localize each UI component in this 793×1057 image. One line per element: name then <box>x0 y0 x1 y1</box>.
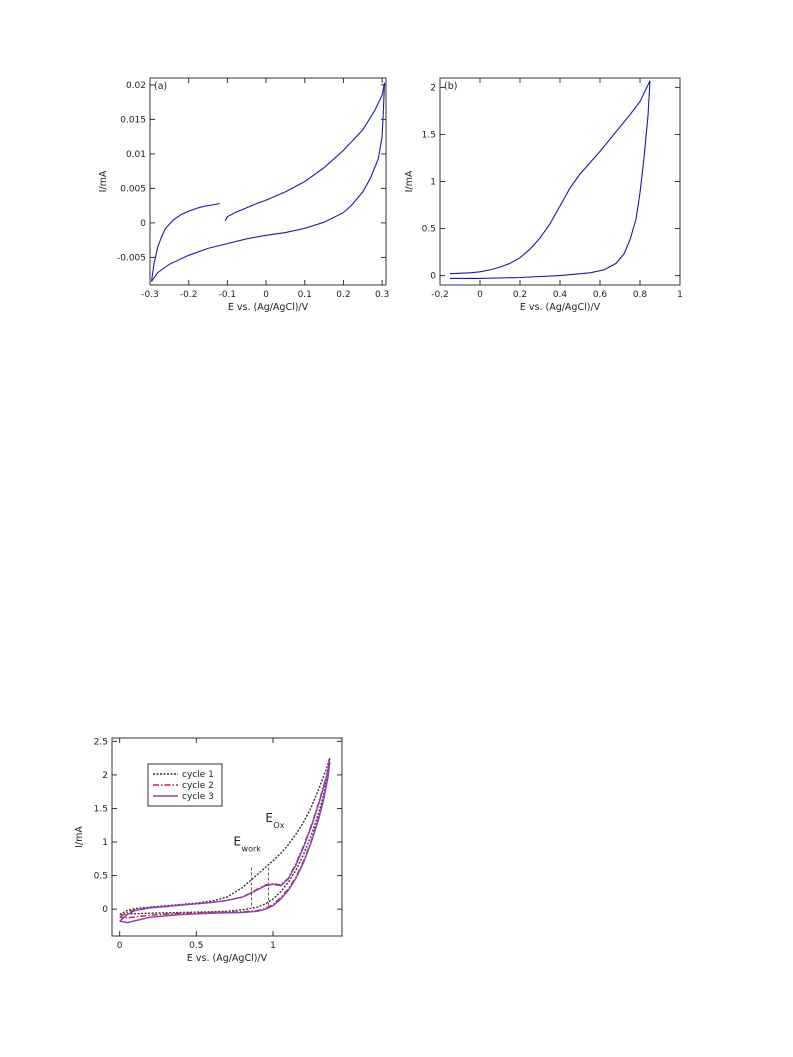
x-tick-label: 0.3 <box>375 290 389 300</box>
x-tick-label: -0.2 <box>431 290 449 300</box>
x-axis-label: E vs. (Ag/AgCl)/V <box>187 953 268 964</box>
x-tick-label: -0.2 <box>180 290 198 300</box>
y-tick-label: 1.5 <box>422 130 436 140</box>
y-tick-label: 2 <box>102 771 108 781</box>
y-tick-label: 0.5 <box>94 872 108 882</box>
x-tick-label: -0.1 <box>219 290 237 300</box>
y-tick-label: 0.015 <box>120 115 146 125</box>
y-tick-label: -0.005 <box>117 253 146 263</box>
x-tick-label: 0 <box>263 290 269 300</box>
y-axis-label: I/mA <box>74 826 85 848</box>
series-line-1-seg-1 <box>449 80 651 275</box>
annotation-sub: Ox <box>273 821 284 830</box>
chart-c: 0 0.5 1 0 0.5 1 1.5 2 2.5 E vs. (Ag/AgCl)/V I/mA cy… <box>74 737 343 964</box>
y-tick-label: 0 <box>102 905 108 915</box>
series-line-cycle-1-seg-1 <box>119 757 331 916</box>
y-tick-label: 1 <box>102 838 108 848</box>
plot-frame <box>111 737 343 937</box>
y-tick-label: 1.5 <box>94 804 108 814</box>
series-line-1-seg-3 <box>151 82 386 282</box>
chart-a: -0.3 -0.2 -0.1 0 0.1 0.2 0.3 -0.005 0 0.005 0.01 0.… <box>98 77 389 313</box>
x-tick-label: 0.2 <box>513 290 527 300</box>
legend-label: cycle 1 <box>182 770 214 780</box>
x-tick-label: 1 <box>677 290 683 300</box>
series-line-cycle-3-seg-1 <box>119 762 331 924</box>
y-tick-label: 0.005 <box>120 184 146 194</box>
panel-label: (a) <box>154 81 167 92</box>
x-tick-label: 1 <box>270 941 276 951</box>
panel-label: (b) <box>444 81 457 92</box>
y-tick-label: 2 <box>430 83 436 93</box>
annotation-main: E <box>234 834 242 848</box>
y-tick-label: 0.5 <box>422 225 436 235</box>
x-tick-label: 0 <box>117 941 123 951</box>
x-tick-label: 0.5 <box>189 941 203 951</box>
annotation-sub: work <box>242 844 262 853</box>
x-tick-label: 0.2 <box>336 290 350 300</box>
x-axis-label: E vs. (Ag/AgCl)/V <box>520 302 601 313</box>
plot-frame <box>439 77 681 286</box>
y-tick-label: 0 <box>430 272 436 282</box>
x-tick-label: 0 <box>477 290 483 300</box>
y-tick-label: 2.5 <box>94 737 108 747</box>
x-tick-label: -0.3 <box>141 290 159 300</box>
legend-label: cycle 2 <box>182 781 214 791</box>
legend-box <box>147 763 223 807</box>
plot-frame <box>149 77 387 286</box>
x-tick-label: 0.4 <box>553 290 568 300</box>
y-tick-label: 1 <box>430 178 436 188</box>
x-tick-label: 0.1 <box>298 290 312 300</box>
series-line-1-seg-2 <box>450 80 651 279</box>
x-tick-label: 0.6 <box>593 290 608 300</box>
x-tick-label: 0.8 <box>633 290 648 300</box>
chart-b: -0.2 0 0.2 0.4 0.6 0.8 1 0 0.5 1 1.5 2 E vs. (Ag/AgC… <box>404 77 683 313</box>
x-axis-label: E vs. (Ag/AgCl)/V <box>228 302 309 313</box>
series-line-1-seg-1 <box>150 203 220 282</box>
y-tick-label: 0.02 <box>126 81 146 91</box>
y-axis-label: I/mA <box>98 170 109 192</box>
y-tick-label: 0.01 <box>126 150 146 160</box>
y-tick-label: 0 <box>140 219 146 229</box>
annotation-main: E <box>265 811 273 825</box>
series-line-1-seg-2 <box>224 82 386 222</box>
y-axis-label: I/mA <box>404 170 415 192</box>
legend-label: cycle 3 <box>182 792 214 802</box>
